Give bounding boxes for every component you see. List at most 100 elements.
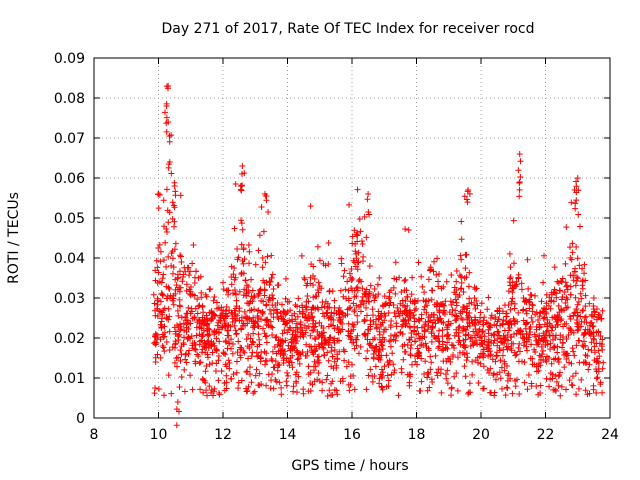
data-point xyxy=(266,278,273,285)
data-point xyxy=(209,360,216,367)
data-point xyxy=(161,392,168,399)
data-point xyxy=(318,330,325,337)
data-point xyxy=(234,358,241,365)
data-point xyxy=(176,296,183,303)
data-point xyxy=(508,298,515,305)
data-point xyxy=(479,328,486,335)
data-point xyxy=(223,363,230,370)
data-point xyxy=(278,313,285,320)
data-point xyxy=(172,192,179,199)
data-point xyxy=(211,385,218,392)
data-point xyxy=(163,114,170,121)
data-point xyxy=(299,310,306,317)
data-point xyxy=(161,323,168,330)
data-point xyxy=(199,333,206,340)
data-point xyxy=(569,240,576,247)
data-point xyxy=(555,382,562,389)
y-tick-labels: 0 0.01 0.02 0.03 0.04 0.05 0.06 0.07 0.08 0.09 xyxy=(54,51,85,427)
data-point xyxy=(567,272,574,279)
data-point xyxy=(311,358,318,365)
data-point xyxy=(274,313,281,320)
data-point xyxy=(494,349,501,356)
data-point xyxy=(411,300,418,307)
data-point xyxy=(412,358,419,365)
data-point xyxy=(232,291,239,298)
data-point xyxy=(307,203,314,210)
data-point xyxy=(402,276,409,283)
data-point xyxy=(163,229,170,236)
data-point xyxy=(268,377,275,384)
data-point xyxy=(300,386,307,393)
data-point xyxy=(289,331,296,338)
data-point xyxy=(421,289,428,296)
data-point xyxy=(315,279,322,286)
data-point xyxy=(262,317,269,324)
data-point xyxy=(575,385,582,392)
data-point xyxy=(321,336,328,343)
data-point xyxy=(466,309,473,316)
data-point xyxy=(208,309,215,316)
data-point xyxy=(585,366,592,373)
data-point xyxy=(257,354,264,361)
data-point xyxy=(473,298,480,305)
data-point xyxy=(354,284,361,291)
data-point xyxy=(296,308,303,315)
data-point xyxy=(460,288,467,295)
data-point xyxy=(399,297,406,304)
data-point xyxy=(165,219,172,226)
data-point xyxy=(213,335,220,342)
data-point xyxy=(290,388,297,395)
data-point xyxy=(215,377,222,384)
data-point xyxy=(236,288,243,295)
data-point xyxy=(379,373,386,380)
data-point xyxy=(355,350,362,357)
data-point xyxy=(189,260,196,267)
data-point xyxy=(200,377,207,384)
data-point xyxy=(207,285,214,292)
data-point xyxy=(192,341,199,348)
data-point xyxy=(199,304,206,311)
data-point xyxy=(284,369,291,376)
data-point xyxy=(574,323,581,330)
data-point xyxy=(352,263,359,270)
data-point xyxy=(157,308,164,315)
data-point xyxy=(345,359,352,366)
data-point xyxy=(361,317,368,324)
data-point xyxy=(162,239,169,246)
data-point xyxy=(359,293,366,300)
data-point xyxy=(415,316,422,323)
data-point xyxy=(242,277,249,284)
data-point xyxy=(211,342,218,349)
data-point xyxy=(456,337,463,344)
data-point xyxy=(346,387,353,394)
data-point xyxy=(310,263,317,270)
data-point xyxy=(354,259,361,266)
data-point xyxy=(516,340,523,347)
data-point xyxy=(152,341,159,348)
data-point xyxy=(168,170,175,177)
data-point xyxy=(257,286,264,293)
data-point xyxy=(177,284,184,291)
data-point xyxy=(590,303,597,310)
data-point xyxy=(234,246,241,253)
data-point xyxy=(155,385,162,392)
data-point xyxy=(464,354,471,361)
data-point xyxy=(525,285,532,292)
data-point xyxy=(358,238,365,245)
data-point xyxy=(177,192,184,199)
data-point xyxy=(446,356,453,363)
data-point xyxy=(537,323,544,330)
data-point xyxy=(498,364,505,371)
data-point xyxy=(330,365,337,372)
data-point xyxy=(274,361,281,368)
data-point xyxy=(543,337,550,344)
x-tick-label: 24 xyxy=(601,427,619,443)
data-point xyxy=(316,359,323,366)
data-point xyxy=(266,306,273,313)
data-point xyxy=(211,328,218,335)
data-point xyxy=(159,275,166,282)
data-point xyxy=(461,306,468,313)
data-point xyxy=(311,276,318,283)
data-point xyxy=(354,232,361,239)
data-point xyxy=(374,281,381,288)
